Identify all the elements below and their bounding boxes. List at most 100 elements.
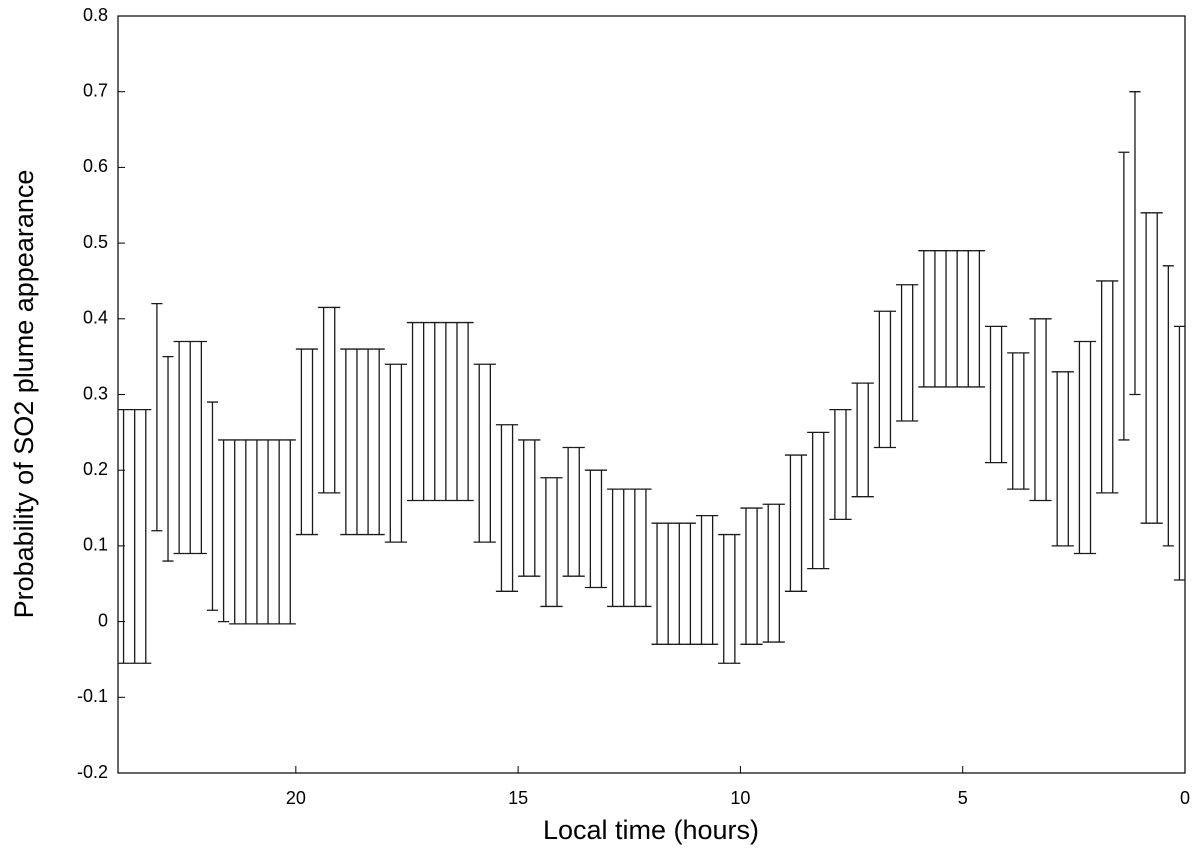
error-bar: [151, 303, 163, 532]
error-bar: [629, 488, 641, 608]
error-bar: [306, 348, 319, 536]
error-bar: [740, 507, 752, 645]
error-bar: [651, 522, 663, 645]
error-bar: [1029, 318, 1041, 502]
error-bar: [495, 424, 508, 592]
error-bar: [907, 284, 919, 422]
y-tick-label: -0.1: [77, 686, 108, 706]
error-bar: [762, 503, 774, 643]
error-bar: [195, 340, 207, 555]
error-bar: [1018, 352, 1030, 490]
error-bar: [640, 488, 652, 608]
error-bar: [795, 454, 808, 592]
error-bar: [562, 446, 574, 577]
y-tick-label: -0.2: [77, 762, 108, 782]
error-bar: [829, 408, 841, 521]
error-bar: [462, 321, 474, 502]
error-bar: [1173, 325, 1185, 581]
error-bar: [507, 424, 519, 592]
error-bar: [218, 439, 230, 623]
y-tick-label: 0.1: [83, 535, 108, 555]
x-axis-label: Local time (hours): [543, 815, 759, 845]
y-tick-label: 0: [98, 610, 108, 630]
error-bar: [973, 250, 985, 388]
error-bar: [1107, 280, 1119, 494]
error-bar: [129, 408, 141, 664]
error-bar: [1062, 371, 1074, 547]
error-bar: [340, 348, 352, 536]
error-bar: [295, 348, 307, 536]
error-bar: [351, 348, 363, 536]
y-tick-label: 0.2: [83, 459, 108, 479]
error-bar: [484, 363, 496, 543]
error-bar: [862, 382, 874, 498]
error-bar: [429, 321, 441, 502]
error-bar: [662, 522, 674, 645]
x-tick-label: 10: [730, 788, 750, 808]
error-bar: [118, 408, 130, 664]
error-bar: [384, 363, 396, 543]
error-bar: [1118, 151, 1130, 441]
error-bar: [406, 321, 419, 502]
error-bar: [1162, 265, 1174, 547]
error-bar: [618, 488, 630, 608]
plot-frame: [117, 15, 1186, 774]
error-bar: [718, 533, 730, 664]
error-bar: [262, 439, 274, 625]
error-bar: [284, 439, 296, 625]
error-bar: [440, 321, 452, 502]
error-bar: [873, 310, 885, 449]
error-bar: [951, 250, 963, 388]
error-bar: [395, 363, 407, 543]
x-tick-label: 0: [1180, 788, 1190, 808]
error-bar: [229, 439, 241, 625]
error-bar: [729, 533, 741, 664]
error-bar: [1007, 352, 1019, 490]
error-bar: [140, 408, 152, 664]
x-tick-label: 15: [508, 788, 528, 808]
error-bar: [573, 446, 585, 577]
error-bar: [929, 250, 941, 388]
error-bar: [751, 507, 763, 645]
error-bar: [162, 356, 174, 562]
error-bar: [984, 325, 997, 464]
error-bar: [784, 454, 796, 592]
error-bar: [529, 439, 541, 577]
error-bar: [962, 250, 974, 388]
error-bar: [184, 340, 196, 555]
y-tick-label: 0.8: [83, 5, 108, 25]
error-bar: [173, 340, 185, 555]
error-bar: [1129, 91, 1141, 396]
error-bar: [940, 250, 952, 388]
error-bar: [1051, 371, 1063, 547]
error-bar: [818, 431, 830, 570]
error-bar: [884, 310, 897, 449]
error-bar: [695, 514, 708, 645]
error-bar: [373, 348, 385, 536]
error-bar: [551, 477, 563, 608]
error-bar: [595, 469, 608, 589]
y-tick-label: 0.5: [83, 232, 108, 252]
error-bar: [584, 469, 596, 589]
error-bar: [1140, 212, 1152, 524]
x-tick-label: 20: [286, 788, 306, 808]
error-bar: [607, 488, 619, 608]
y-tick-label: 0.4: [83, 308, 108, 328]
error-bar: [1040, 318, 1052, 502]
error-bar: [773, 503, 785, 643]
error-bar: [540, 477, 552, 608]
error-bar: [918, 250, 930, 388]
x-tick-label: 5: [958, 788, 968, 808]
error-bar: [251, 439, 263, 625]
error-bar: [851, 382, 863, 498]
error-bar: [673, 522, 685, 645]
error-bar: [418, 321, 430, 502]
y-tick-label: 0.6: [83, 156, 108, 176]
error-bar: [1073, 340, 1085, 555]
y-tick-label: 0.7: [83, 80, 108, 100]
error-bar: [273, 439, 285, 625]
error-bar: [684, 522, 696, 645]
error-bar: [1084, 340, 1097, 555]
error-bar: [362, 348, 374, 536]
